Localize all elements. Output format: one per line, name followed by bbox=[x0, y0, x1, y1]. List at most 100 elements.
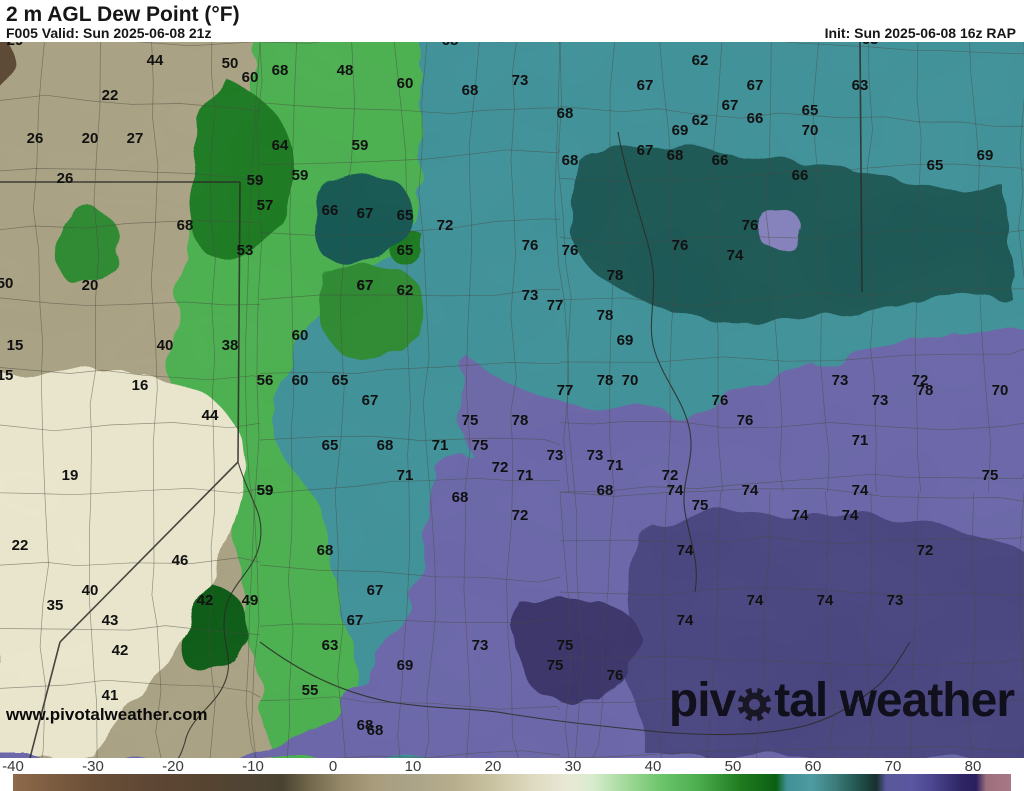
svg-text:77: 77 bbox=[547, 297, 564, 314]
svg-text:75: 75 bbox=[472, 437, 489, 454]
svg-text:71: 71 bbox=[432, 437, 449, 454]
svg-text:46: 46 bbox=[172, 552, 189, 569]
svg-text:71: 71 bbox=[607, 457, 624, 474]
svg-text:65: 65 bbox=[322, 437, 339, 454]
svg-text:72: 72 bbox=[662, 467, 679, 484]
svg-text:29: 29 bbox=[7, 42, 24, 49]
svg-text:49: 49 bbox=[242, 592, 259, 609]
svg-text:50: 50 bbox=[0, 275, 13, 292]
svg-text:74: 74 bbox=[842, 507, 859, 524]
svg-text:60: 60 bbox=[292, 372, 309, 389]
svg-text:63: 63 bbox=[852, 77, 869, 94]
svg-text:66: 66 bbox=[322, 202, 339, 219]
svg-text:59: 59 bbox=[247, 172, 264, 189]
svg-text:65: 65 bbox=[802, 102, 819, 119]
svg-text:60: 60 bbox=[292, 327, 309, 344]
svg-text:68: 68 bbox=[462, 82, 479, 99]
svg-text:73: 73 bbox=[522, 287, 539, 304]
svg-text:68: 68 bbox=[357, 717, 374, 734]
svg-text:60: 60 bbox=[242, 69, 259, 86]
svg-text:22: 22 bbox=[102, 87, 119, 104]
svg-text:74: 74 bbox=[727, 247, 744, 264]
svg-text:69: 69 bbox=[977, 147, 994, 164]
svg-text:63: 63 bbox=[322, 637, 339, 654]
svg-text:72: 72 bbox=[492, 459, 509, 476]
svg-text:67: 67 bbox=[347, 612, 364, 629]
svg-text:72: 72 bbox=[437, 217, 454, 234]
svg-text:66: 66 bbox=[792, 167, 809, 184]
svg-text:73: 73 bbox=[832, 372, 849, 389]
svg-text:68: 68 bbox=[597, 482, 614, 499]
svg-text:68: 68 bbox=[442, 42, 459, 49]
svg-text:73: 73 bbox=[887, 592, 904, 609]
svg-text:76: 76 bbox=[522, 237, 539, 254]
svg-text:15: 15 bbox=[0, 367, 13, 384]
svg-text:22: 22 bbox=[12, 537, 29, 554]
svg-text:59: 59 bbox=[352, 137, 369, 154]
svg-text:71: 71 bbox=[397, 467, 414, 484]
svg-text:78: 78 bbox=[597, 307, 614, 324]
svg-text:41: 41 bbox=[102, 687, 119, 704]
svg-text:73: 73 bbox=[587, 447, 604, 464]
svg-text:78: 78 bbox=[917, 382, 934, 399]
svg-text:26: 26 bbox=[27, 130, 44, 147]
svg-text:43: 43 bbox=[102, 612, 119, 629]
svg-text:70: 70 bbox=[992, 382, 1009, 399]
svg-text:66: 66 bbox=[712, 152, 729, 169]
svg-text:70: 70 bbox=[802, 122, 819, 139]
svg-text:48: 48 bbox=[337, 62, 354, 79]
svg-text:38: 38 bbox=[222, 337, 239, 354]
svg-text:59: 59 bbox=[292, 167, 309, 184]
svg-text:72: 72 bbox=[917, 542, 934, 559]
svg-text:73: 73 bbox=[512, 72, 529, 89]
svg-text:71: 71 bbox=[852, 432, 869, 449]
svg-text:42: 42 bbox=[112, 642, 129, 659]
svg-text:69: 69 bbox=[397, 657, 414, 674]
svg-text:74: 74 bbox=[852, 482, 869, 499]
svg-text:74: 74 bbox=[667, 482, 684, 499]
svg-text:55: 55 bbox=[302, 682, 319, 699]
svg-text:57: 57 bbox=[257, 197, 274, 214]
svg-text:27: 27 bbox=[127, 130, 144, 147]
svg-text:69: 69 bbox=[617, 332, 634, 349]
svg-text:67: 67 bbox=[357, 277, 374, 294]
svg-text:65: 65 bbox=[332, 372, 349, 389]
svg-text:68: 68 bbox=[667, 147, 684, 164]
svg-text:75: 75 bbox=[547, 657, 564, 674]
svg-text:70: 70 bbox=[622, 372, 639, 389]
svg-text:74: 74 bbox=[742, 482, 759, 499]
svg-text:69: 69 bbox=[672, 122, 689, 139]
svg-text:75: 75 bbox=[557, 637, 574, 654]
svg-text:20: 20 bbox=[82, 130, 99, 147]
svg-text:76: 76 bbox=[672, 237, 689, 254]
svg-text:26: 26 bbox=[57, 170, 74, 187]
svg-text:74: 74 bbox=[677, 612, 694, 629]
svg-text:26: 26 bbox=[82, 42, 99, 44]
svg-text:62: 62 bbox=[692, 112, 709, 129]
svg-text:67: 67 bbox=[362, 392, 379, 409]
svg-text:74: 74 bbox=[677, 542, 694, 559]
svg-text:75: 75 bbox=[462, 412, 479, 429]
svg-text:65: 65 bbox=[927, 157, 944, 174]
svg-text:56: 56 bbox=[257, 372, 274, 389]
svg-text:67: 67 bbox=[747, 77, 764, 94]
svg-text:65: 65 bbox=[397, 242, 414, 259]
svg-text:67: 67 bbox=[637, 142, 654, 159]
svg-text:40: 40 bbox=[157, 337, 174, 354]
svg-text:60: 60 bbox=[397, 75, 414, 92]
svg-text:73: 73 bbox=[872, 392, 889, 409]
svg-text:50: 50 bbox=[222, 55, 239, 72]
svg-text:67: 67 bbox=[357, 205, 374, 222]
svg-text:78: 78 bbox=[597, 372, 614, 389]
svg-text:44: 44 bbox=[147, 52, 164, 69]
svg-text:76: 76 bbox=[562, 242, 579, 259]
svg-text:68: 68 bbox=[562, 152, 579, 169]
svg-text:64: 64 bbox=[272, 137, 289, 154]
svg-text:66: 66 bbox=[747, 110, 764, 127]
svg-text:15: 15 bbox=[7, 337, 24, 354]
svg-text:44: 44 bbox=[202, 407, 219, 424]
svg-text:78: 78 bbox=[607, 267, 624, 284]
svg-text:68: 68 bbox=[377, 437, 394, 454]
svg-text:35: 35 bbox=[47, 597, 64, 614]
svg-text:68: 68 bbox=[272, 62, 289, 79]
